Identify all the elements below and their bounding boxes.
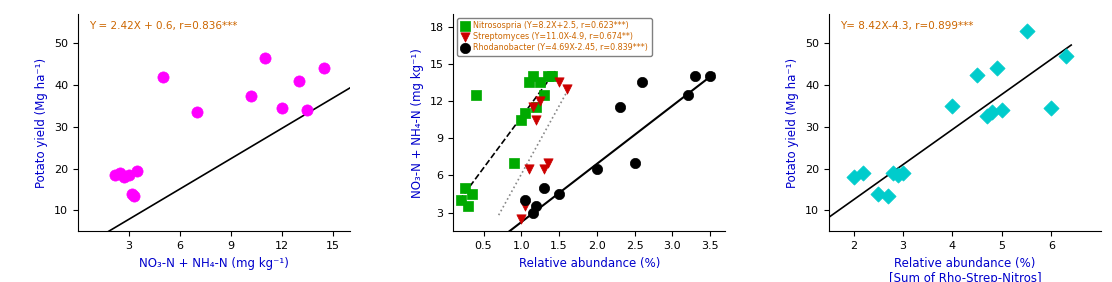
Nitrosospria (Y=8.2X+2.5, r=0.623***)	[505, 161, 523, 165]
Point	[1017, 28, 1035, 33]
Rhodanobacter (Y=4.69X-2.45, r=0.839***)	[516, 198, 534, 202]
Streptomyces (Y=11.0X-4.9, r=0.674**)	[558, 86, 576, 91]
Point	[969, 72, 986, 77]
Nitrosospria (Y=8.2X+2.5, r=0.623***)	[467, 92, 485, 97]
Rhodanobacter (Y=4.69X-2.45, r=0.839***)	[634, 80, 652, 85]
Point	[115, 175, 132, 179]
Point	[125, 193, 142, 198]
Point	[1043, 106, 1061, 110]
Rhodanobacter (Y=4.69X-2.45, r=0.839***)	[535, 186, 553, 190]
Point	[242, 93, 260, 98]
Nitrosospria (Y=8.2X+2.5, r=0.623***)	[513, 117, 530, 122]
Point	[979, 114, 996, 119]
Nitrosospria (Y=8.2X+2.5, r=0.623***)	[520, 80, 538, 85]
Point	[316, 66, 334, 70]
X-axis label: Relative abundance (%)
[Sum of Rho-Strep-Nitros]: Relative abundance (%) [Sum of Rho-Strep…	[888, 257, 1041, 282]
Point	[845, 175, 863, 179]
Nitrosospria (Y=8.2X+2.5, r=0.623***)	[535, 92, 553, 97]
Rhodanobacter (Y=4.69X-2.45, r=0.839***)	[702, 74, 719, 78]
X-axis label: Relative abundance (%): Relative abundance (%)	[518, 257, 661, 270]
Rhodanobacter (Y=4.69X-2.45, r=0.839***)	[626, 161, 644, 165]
Streptomyces (Y=11.0X-4.9, r=0.674**)	[527, 117, 545, 122]
Nitrosospria (Y=8.2X+2.5, r=0.623***)	[524, 74, 542, 78]
Point	[188, 110, 206, 114]
Nitrosospria (Y=8.2X+2.5, r=0.623***)	[527, 105, 545, 109]
Point	[120, 173, 138, 177]
Point	[944, 104, 962, 108]
Point	[870, 191, 887, 196]
Rhodanobacter (Y=4.69X-2.45, r=0.839***)	[610, 105, 628, 109]
Y-axis label: NO₃-N + NH₄-N (mg kg⁻¹): NO₃-N + NH₄-N (mg kg⁻¹)	[411, 48, 424, 198]
Streptomyces (Y=11.0X-4.9, r=0.674**)	[532, 99, 549, 103]
Nitrosospria (Y=8.2X+2.5, r=0.623***)	[532, 80, 549, 85]
Streptomyces (Y=11.0X-4.9, r=0.674**)	[550, 80, 568, 85]
Streptomyces (Y=11.0X-4.9, r=0.674**)	[539, 161, 557, 165]
Point	[884, 171, 902, 175]
Legend: Nitrosospria (Y=8.2X+2.5, r=0.623***), Streptomyces (Y=11.0X-4.9, r=0.674**), Rh: Nitrosospria (Y=8.2X+2.5, r=0.623***), S…	[457, 18, 652, 56]
Streptomyces (Y=11.0X-4.9, r=0.674**)	[520, 167, 538, 171]
Point	[107, 173, 125, 177]
Nitrosospria (Y=8.2X+2.5, r=0.623***)	[464, 192, 481, 196]
Rhodanobacter (Y=4.69X-2.45, r=0.839***)	[678, 92, 696, 97]
Streptomyces (Y=11.0X-4.9, r=0.674**)	[524, 105, 542, 109]
Rhodanobacter (Y=4.69X-2.45, r=0.839***)	[524, 210, 542, 215]
Nitrosospria (Y=8.2X+2.5, r=0.623***)	[543, 74, 560, 78]
Point	[983, 110, 1001, 114]
Point	[123, 191, 141, 196]
Rhodanobacter (Y=4.69X-2.45, r=0.839***)	[550, 192, 568, 196]
Point	[129, 168, 147, 173]
X-axis label: NO₃-N + NH₄-N (mg kg⁻¹): NO₃-N + NH₄-N (mg kg⁻¹)	[139, 257, 289, 270]
Point	[153, 74, 171, 79]
Point	[880, 193, 897, 198]
Y-axis label: Potato yield (Mg ha⁻¹): Potato yield (Mg ha⁻¹)	[786, 58, 800, 188]
Point	[894, 171, 912, 175]
Point	[854, 171, 872, 175]
Nitrosospria (Y=8.2X+2.5, r=0.623***)	[456, 186, 474, 190]
Point	[993, 108, 1011, 113]
Point	[989, 66, 1006, 70]
Rhodanobacter (Y=4.69X-2.45, r=0.839***)	[686, 74, 704, 78]
Rhodanobacter (Y=4.69X-2.45, r=0.839***)	[588, 167, 606, 171]
Point	[256, 56, 274, 60]
Point	[274, 106, 291, 110]
Point	[290, 79, 308, 83]
Nitrosospria (Y=8.2X+2.5, r=0.623***)	[451, 198, 469, 202]
Nitrosospria (Y=8.2X+2.5, r=0.623***)	[539, 74, 557, 78]
Rhodanobacter (Y=4.69X-2.45, r=0.839***)	[527, 204, 545, 209]
Nitrosospria (Y=8.2X+2.5, r=0.623***)	[516, 111, 534, 116]
Point	[890, 173, 907, 177]
Text: Y= 8.42X-4.3, r=0.899***: Y= 8.42X-4.3, r=0.899***	[840, 21, 973, 31]
Streptomyces (Y=11.0X-4.9, r=0.674**)	[535, 167, 553, 171]
Point	[1058, 54, 1075, 58]
Point	[111, 171, 129, 175]
Y-axis label: Potato yield (Mg ha⁻¹): Potato yield (Mg ha⁻¹)	[36, 58, 49, 188]
Streptomyces (Y=11.0X-4.9, r=0.674**)	[513, 217, 530, 221]
Text: Y = 2.42X + 0.6, r=0.836***: Y = 2.42X + 0.6, r=0.836***	[89, 21, 237, 31]
Point	[298, 108, 316, 113]
Nitrosospria (Y=8.2X+2.5, r=0.623***)	[459, 204, 477, 209]
Streptomyces (Y=11.0X-4.9, r=0.674**)	[516, 204, 534, 209]
